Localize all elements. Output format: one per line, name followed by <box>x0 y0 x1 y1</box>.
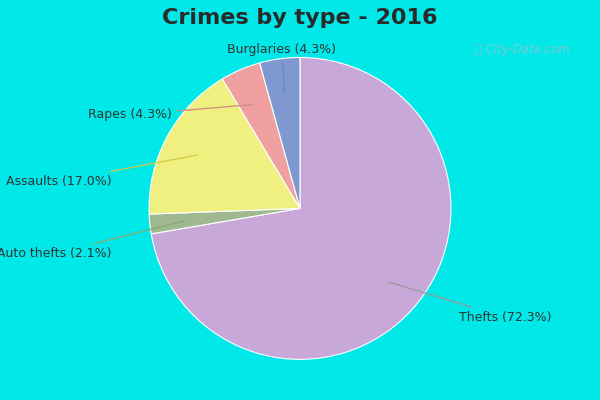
Text: Auto thefts (2.1%): Auto thefts (2.1%) <box>0 221 185 260</box>
Text: ⓘ City-Data.com: ⓘ City-Data.com <box>475 44 569 56</box>
Text: Thefts (72.3%): Thefts (72.3%) <box>389 282 551 324</box>
Text: Rapes (4.3%): Rapes (4.3%) <box>88 104 253 121</box>
Text: Crimes by type - 2016: Crimes by type - 2016 <box>162 8 438 28</box>
Text: Assaults (17.0%): Assaults (17.0%) <box>5 155 198 188</box>
Wedge shape <box>260 58 300 208</box>
Wedge shape <box>151 58 451 359</box>
Wedge shape <box>149 79 300 214</box>
Text: Burglaries (4.3%): Burglaries (4.3%) <box>227 43 337 94</box>
Wedge shape <box>149 208 300 234</box>
Wedge shape <box>223 63 300 208</box>
